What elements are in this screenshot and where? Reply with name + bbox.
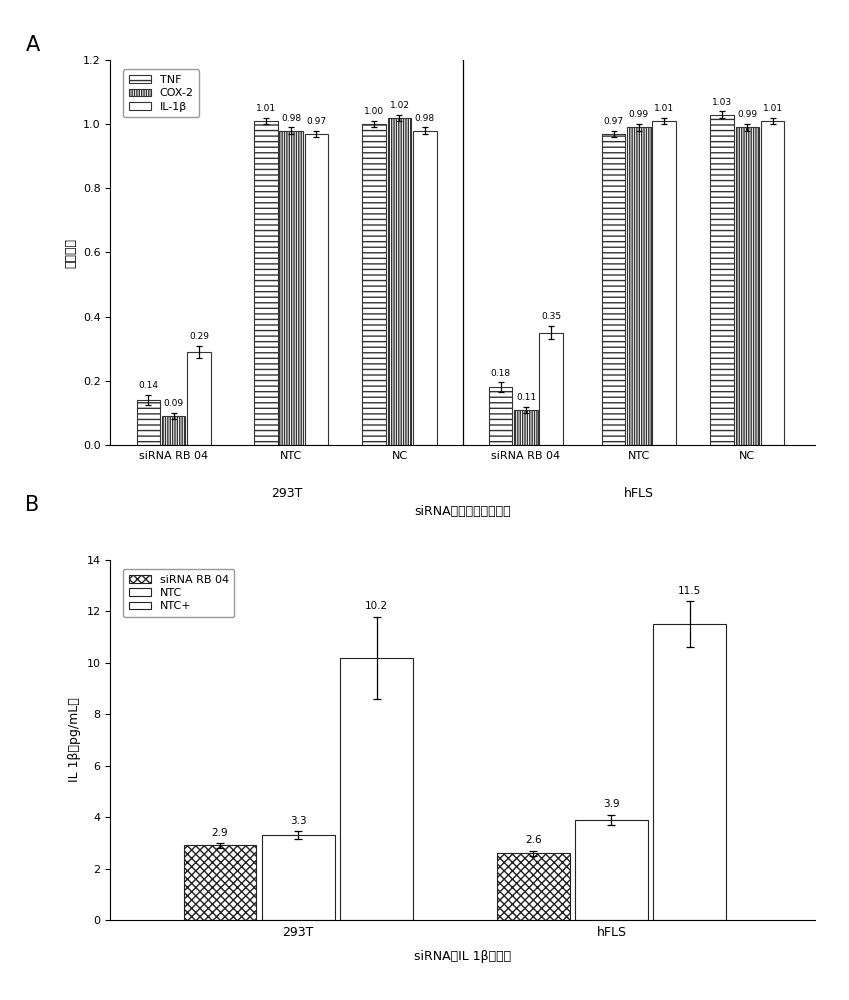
- Bar: [137, 400, 160, 445]
- Bar: [497, 853, 570, 920]
- Text: 0.11: 0.11: [516, 393, 536, 402]
- Bar: [627, 127, 650, 445]
- Bar: [489, 387, 513, 445]
- Bar: [261, 835, 335, 920]
- Text: 293T: 293T: [271, 487, 302, 500]
- Bar: [602, 134, 626, 445]
- Bar: [305, 134, 328, 445]
- X-axis label: siRNA对IL 1β的影响: siRNA对IL 1β的影响: [414, 950, 511, 963]
- Text: 2.6: 2.6: [525, 835, 542, 845]
- Text: 11.5: 11.5: [678, 586, 701, 596]
- Text: 1.01: 1.01: [654, 104, 674, 113]
- Text: 3.9: 3.9: [603, 799, 620, 809]
- Bar: [575, 820, 648, 920]
- Text: 1.01: 1.01: [762, 104, 783, 113]
- Text: 0.29: 0.29: [189, 332, 209, 341]
- Text: B: B: [25, 495, 40, 515]
- Bar: [711, 115, 734, 445]
- Text: 0.99: 0.99: [737, 110, 757, 119]
- Text: 0.35: 0.35: [541, 312, 561, 321]
- Bar: [162, 416, 185, 445]
- Text: 10.2: 10.2: [365, 601, 388, 611]
- Bar: [413, 131, 436, 445]
- Text: 0.98: 0.98: [281, 114, 301, 123]
- X-axis label: siRNA降低炎症因子表达: siRNA降低炎症因子表达: [414, 505, 511, 518]
- Bar: [735, 127, 759, 445]
- Bar: [254, 121, 278, 445]
- Text: 1.01: 1.01: [256, 104, 276, 113]
- Text: 0.97: 0.97: [306, 117, 326, 126]
- Bar: [340, 658, 413, 920]
- Text: 1.03: 1.03: [712, 98, 732, 107]
- Bar: [539, 333, 563, 445]
- Text: 0.18: 0.18: [491, 369, 511, 378]
- Text: 0.14: 0.14: [138, 381, 158, 390]
- Text: A: A: [25, 35, 40, 55]
- Text: 0.99: 0.99: [629, 110, 649, 119]
- Text: 0.09: 0.09: [164, 399, 183, 408]
- Bar: [187, 352, 211, 445]
- Text: 2.9: 2.9: [211, 828, 228, 838]
- Y-axis label: IL 1β（pg/mL）: IL 1β（pg/mL）: [68, 698, 81, 782]
- Legend: TNF, COX-2, IL-1β: TNF, COX-2, IL-1β: [123, 69, 200, 117]
- Bar: [388, 118, 411, 445]
- Bar: [652, 121, 676, 445]
- Text: 0.97: 0.97: [604, 117, 624, 126]
- Bar: [279, 131, 303, 445]
- Y-axis label: 表达水平: 表达水平: [65, 237, 77, 267]
- Bar: [514, 410, 537, 445]
- Text: 3.3: 3.3: [290, 816, 306, 826]
- Bar: [363, 124, 386, 445]
- Bar: [761, 121, 784, 445]
- Text: 1.00: 1.00: [364, 107, 385, 116]
- Legend: siRNA RB 04, NTC, NTC+: siRNA RB 04, NTC, NTC+: [123, 569, 234, 617]
- Bar: [654, 624, 726, 920]
- Bar: [183, 845, 256, 920]
- Text: 0.98: 0.98: [414, 114, 435, 123]
- Text: hFLS: hFLS: [624, 487, 654, 500]
- Text: 1.02: 1.02: [390, 101, 409, 110]
